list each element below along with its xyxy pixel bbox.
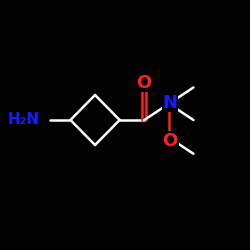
Text: O: O	[136, 74, 152, 92]
Text: N: N	[162, 94, 178, 112]
Text: H₂N: H₂N	[8, 112, 40, 128]
Text: O: O	[162, 132, 178, 150]
